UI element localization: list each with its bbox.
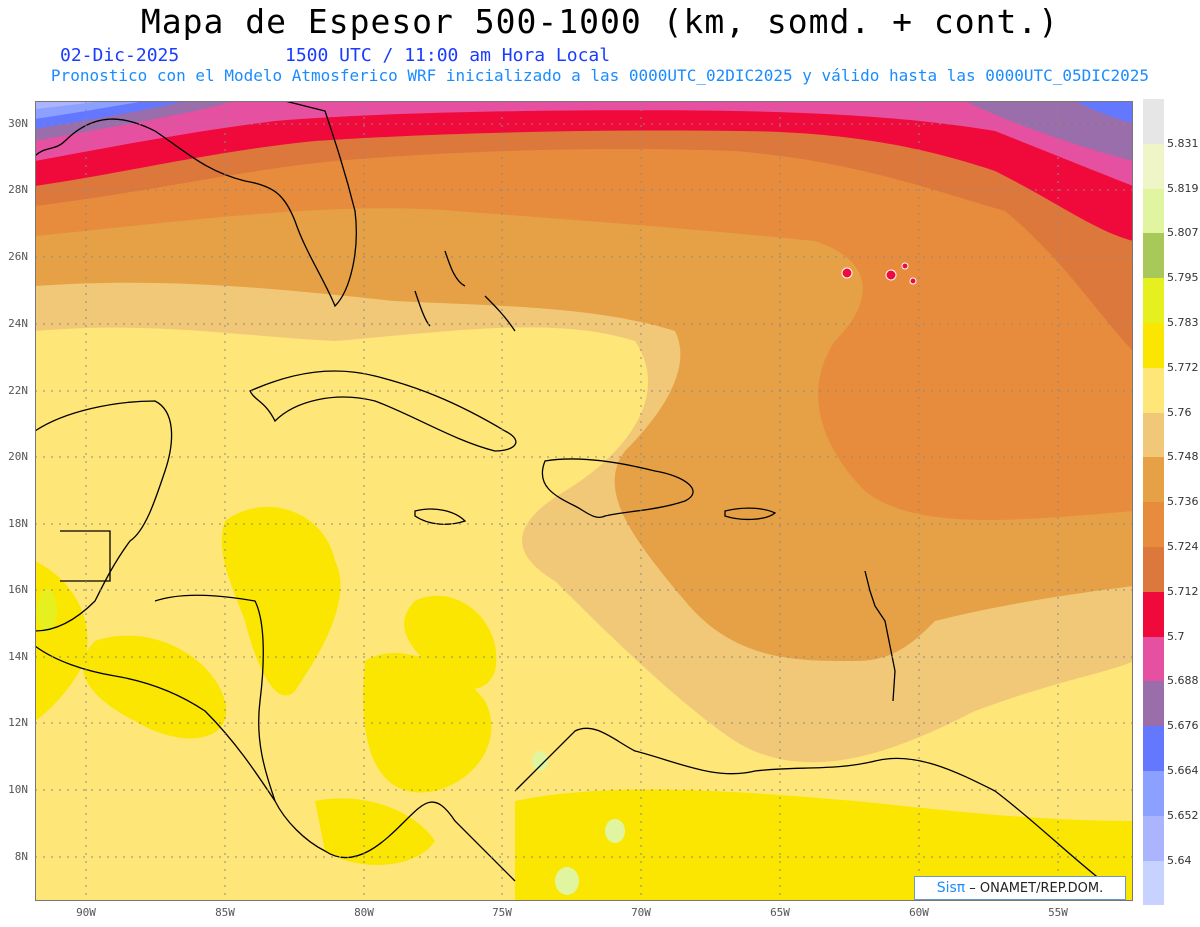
colorbar-label: 5.652 [1167,808,1199,822]
lon-label: 85W [215,906,235,919]
red-spot-b [885,269,897,281]
colorbar-swatch [1143,636,1164,682]
forecast-time: 1500 UTC / 11:00 am Hora Local [285,45,611,66]
colorbar-swatch [1143,681,1164,727]
colorbar [1143,99,1164,906]
lat-label: 16N [8,583,28,596]
colorbar-swatch [1143,547,1164,592]
band-5700 [35,101,1133,241]
colorbar-swatch [1143,726,1164,771]
band-5783-b [555,867,579,895]
colorbar-label: 5.688 [1167,674,1199,688]
colorbar-swatch [1143,278,1164,323]
forecast-date: 02-Dic-2025 [60,45,180,66]
colorbar-label: 5.807 [1167,226,1199,240]
sispi-logo: Sisπ [936,880,966,896]
map-title: Mapa de Espesor 500-1000 (km, somd. + co… [140,2,1060,41]
colorbar-swatch [1143,815,1164,861]
colorbar-label: 5.664 [1167,764,1199,777]
thickness-map [35,101,1133,901]
colorbar-swatch [1143,502,1164,547]
lat-label: 18N [8,517,28,530]
colorbar-label: 5.772 [1167,360,1199,374]
colorbar-label: 5.736 [1167,495,1199,509]
coastlines [35,101,1116,892]
colorbar-swatch [1143,99,1164,144]
lon-label: 55W [1048,906,1068,919]
red-spot-d [909,277,917,285]
band-5783-a [37,589,57,633]
band-5772-e [515,789,1133,901]
colorbar-label: 5.819 [1167,181,1199,195]
colorbar-swatch [1143,367,1164,413]
lat-label: 28N [8,183,28,196]
band-5772-g [315,798,435,865]
credit-text: – ONAMET/REP.DOM. [969,880,1104,896]
lon-label: 60W [909,906,929,919]
model-subtitle: Pronostico con el Modelo Atmosferico WRF… [50,66,1150,85]
band-5783-d [532,751,548,771]
lat-label: 24N [8,317,28,330]
lat-label: 30N [8,117,28,130]
lon-label: 65W [770,906,790,919]
credit-box: Sisπ – ONAMET/REP.DOM. [914,876,1126,900]
colorbar-label: 5.712 [1167,584,1199,598]
colorbar-label: 5.783 [1167,316,1199,329]
red-spot-c [901,262,909,270]
lat-label: 14N [8,650,28,663]
colorbar-swatch [1143,591,1164,637]
lat-label: 8N [14,850,28,863]
lat-label: 20N [8,450,28,463]
band-5772-b [82,635,227,739]
band-5712 [35,101,1133,351]
lat-label: 10N [8,783,28,796]
lon-label: 80W [354,906,374,919]
lat-lon-grid [35,101,1133,901]
colorbar-label: 5.676 [1167,719,1199,733]
band-5783-c [605,819,625,843]
lon-label: 70W [631,906,651,919]
red-spot-a [841,267,853,279]
colorbar-label: 5.831 [1167,136,1199,150]
lat-label: 22N [8,384,28,397]
colorbar-label: 5.76 [1167,405,1192,419]
colorbar-swatch [1143,860,1164,906]
map-frame [35,101,1133,901]
colorbar-swatch [1143,188,1164,234]
colorbar-swatch [1143,457,1164,503]
colorbar-label: 5.748 [1167,450,1199,464]
band-5724 [35,101,1133,520]
band-5772-d [404,595,497,690]
lat-label: 12N [8,716,28,729]
lon-label: 75W [492,906,512,919]
band-5664-ne [1075,101,1133,123]
colorbar-swatch [1143,143,1164,189]
colorbar-label: 5.64 [1167,853,1192,867]
colorbar-swatch [1143,323,1164,368]
band-5676-ne [965,101,1133,161]
lat-label: 26N [8,250,28,263]
band-5772-a [221,506,341,696]
colorbar-label: 5.724 [1167,540,1199,553]
colorbar-label: 5.795 [1167,271,1199,285]
colorbar-label: 5.7 [1167,629,1185,643]
colorbar-swatch [1143,771,1164,816]
band-5640-nw [35,101,105,109]
colorbar-swatch [1143,233,1164,279]
colorbar-swatch [1143,412,1164,458]
lon-label: 90W [76,906,96,919]
